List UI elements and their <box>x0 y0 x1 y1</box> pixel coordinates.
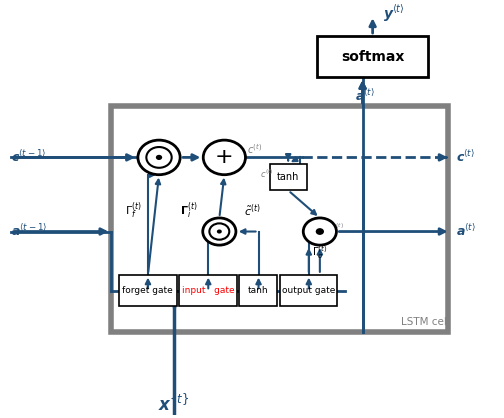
Circle shape <box>203 218 236 245</box>
Text: $\boldsymbol{\Gamma}_i^{(t)}$: $\boldsymbol{\Gamma}_i^{(t)}$ <box>180 201 198 222</box>
Text: LSTM cell: LSTM cell <box>401 317 450 327</box>
Text: output gate: output gate <box>282 285 335 295</box>
FancyBboxPatch shape <box>280 275 338 306</box>
Text: $\boldsymbol{x}^{\{t\}}$: $\boldsymbol{x}^{\{t\}}$ <box>158 394 190 415</box>
Text: softmax: softmax <box>341 49 404 64</box>
Circle shape <box>156 155 162 160</box>
Text: $\boldsymbol{c}^{\langle t\rangle}$: $\boldsymbol{c}^{\langle t\rangle}$ <box>456 150 475 166</box>
Text: tanh: tanh <box>248 285 269 295</box>
Text: $\Gamma_o^{\langle t\rangle}$: $\Gamma_o^{\langle t\rangle}$ <box>312 244 328 260</box>
FancyBboxPatch shape <box>318 36 428 77</box>
FancyBboxPatch shape <box>270 163 307 190</box>
Text: $\tilde{c}^{(t)}$: $\tilde{c}^{(t)}$ <box>244 203 261 219</box>
Circle shape <box>138 140 180 175</box>
Text: $\boldsymbol{a}^{\langle t\rangle}$: $\boldsymbol{a}^{\langle t\rangle}$ <box>456 224 476 240</box>
FancyBboxPatch shape <box>239 275 277 306</box>
Text: $\boldsymbol{a}^{\langle t-1\rangle}$: $\boldsymbol{a}^{\langle t-1\rangle}$ <box>11 224 47 240</box>
Text: +: + <box>215 148 234 168</box>
Circle shape <box>303 218 337 245</box>
Text: $\boldsymbol{c}^{\langle t-1\rangle}$: $\boldsymbol{c}^{\langle t-1\rangle}$ <box>11 150 46 166</box>
FancyBboxPatch shape <box>119 275 176 306</box>
Circle shape <box>203 140 245 175</box>
Text: forget gate: forget gate <box>122 285 173 295</box>
Text: tanh: tanh <box>277 172 299 182</box>
Text: $c^{(t)}$: $c^{(t)}$ <box>247 142 262 156</box>
Text: $c^{(t)}$: $c^{(t)}$ <box>260 168 273 180</box>
Circle shape <box>217 229 222 234</box>
Text: $a^{(t)}$: $a^{(t)}$ <box>330 221 344 234</box>
Text: $\boldsymbol{y}^{\langle t\rangle}$: $\boldsymbol{y}^{\langle t\rangle}$ <box>383 3 404 24</box>
FancyBboxPatch shape <box>111 106 448 332</box>
Text: $\Gamma_f^{(t)}$: $\Gamma_f^{(t)}$ <box>124 201 141 222</box>
FancyBboxPatch shape <box>179 275 237 306</box>
Text: $\boldsymbol{a}^{\langle t\rangle}$: $\boldsymbol{a}^{\langle t\rangle}$ <box>355 88 375 104</box>
Text: input   gate: input gate <box>182 285 234 295</box>
Circle shape <box>316 228 324 235</box>
